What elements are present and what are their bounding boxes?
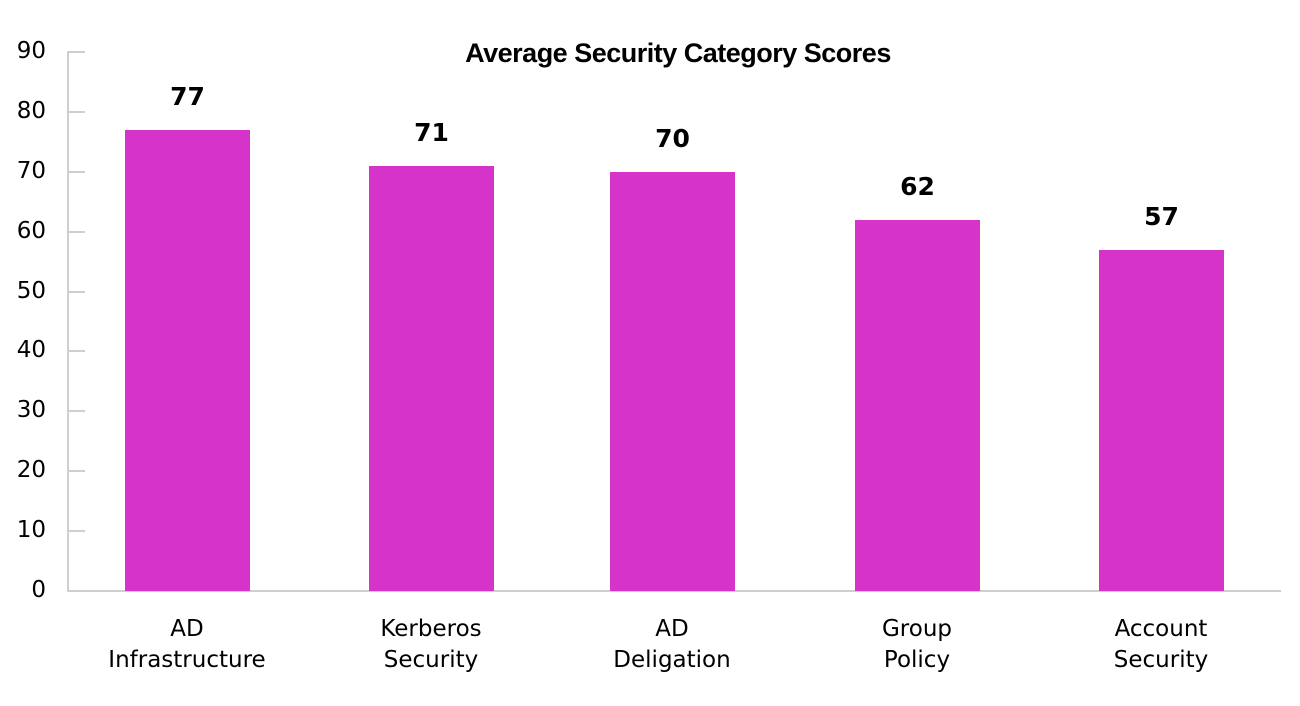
bar-value-label: 62 xyxy=(900,171,935,201)
x-category-label: AD Deligation xyxy=(552,614,792,676)
x-category-label: AD Infrastructure xyxy=(67,614,307,676)
x-category-label: Account Security xyxy=(1041,614,1281,676)
y-axis-line xyxy=(67,52,69,592)
bar xyxy=(1099,249,1224,591)
y-tick-label: 60 xyxy=(16,217,46,244)
y-tick xyxy=(67,51,85,53)
bar xyxy=(855,219,980,591)
y-tick xyxy=(67,590,85,592)
chart-title: Average Security Category Scores xyxy=(465,38,891,68)
y-tick-label: 90 xyxy=(16,38,46,64)
bar-value-label: 70 xyxy=(655,123,690,153)
x-category-label-line: Security xyxy=(383,647,479,673)
y-tick xyxy=(67,410,85,413)
y-tick-label: 70 xyxy=(16,157,46,184)
y-tick-label: 50 xyxy=(16,277,46,304)
y-tick-label: 40 xyxy=(16,337,46,364)
x-category-label-line: AD xyxy=(170,616,204,642)
x-category-label-line: Kerberos xyxy=(380,616,482,642)
bar-value-label: 57 xyxy=(1144,201,1179,231)
bar xyxy=(369,165,494,591)
y-tick xyxy=(67,290,85,293)
x-category-label-line: Deligation xyxy=(613,647,731,673)
y-tick xyxy=(67,170,85,173)
y-tick xyxy=(67,470,85,473)
x-axis-line xyxy=(67,590,1281,592)
x-category-label-line: Infrastructure xyxy=(108,647,266,673)
x-category-label-line: Policy xyxy=(883,647,951,673)
x-category-label-line: Security xyxy=(1113,647,1209,673)
y-tick-label: 0 xyxy=(31,577,46,603)
y-tick xyxy=(67,230,85,233)
x-category-label-line: AD xyxy=(655,616,689,642)
x-category-label: Group Policy xyxy=(797,614,1037,676)
x-category-label: Kerberos Security xyxy=(311,614,551,676)
bar-value-label: 71 xyxy=(414,117,449,147)
y-tick-label: 80 xyxy=(16,97,46,124)
bar xyxy=(610,171,735,591)
x-category-label-line: Group xyxy=(881,616,953,642)
y-tick-label: 20 xyxy=(16,457,46,484)
bar-value-label: 77 xyxy=(170,81,205,111)
bar xyxy=(125,129,250,591)
y-tick-label: 30 xyxy=(16,397,46,424)
y-tick xyxy=(67,350,85,353)
y-tick xyxy=(67,110,85,113)
y-tick xyxy=(67,530,85,533)
x-category-label-line: Account xyxy=(1114,616,1208,642)
y-tick-label: 10 xyxy=(16,517,46,544)
